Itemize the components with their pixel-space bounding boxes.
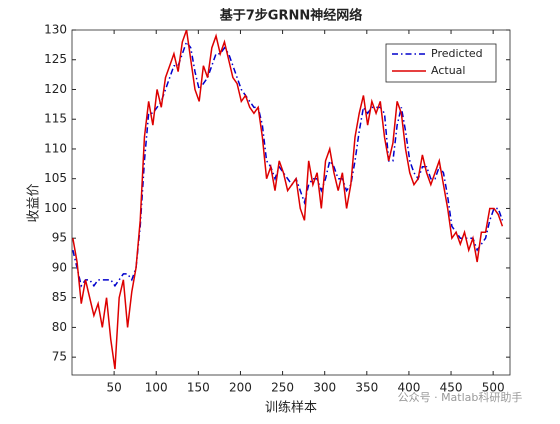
x-tick-label: 500 bbox=[482, 381, 505, 395]
x-tick-label: 100 bbox=[145, 381, 168, 395]
y-tick-label: 75 bbox=[52, 350, 67, 364]
x-tick-label: 150 bbox=[187, 381, 210, 395]
x-tick-label: 50 bbox=[106, 381, 121, 395]
legend-label: Predicted bbox=[431, 47, 483, 60]
y-tick-label: 120 bbox=[44, 82, 67, 96]
y-tick-label: 85 bbox=[52, 290, 67, 304]
y-tick-label: 80 bbox=[52, 320, 67, 334]
watermark: 公众号 · Matlab科研助手 bbox=[398, 390, 523, 404]
x-tick-label: 300 bbox=[313, 381, 336, 395]
chart-title: 基于7步GRNN神经网络 bbox=[219, 8, 363, 24]
plot-area bbox=[71, 29, 511, 376]
y-tick-label: 125 bbox=[44, 52, 67, 66]
y-tick-label: 115 bbox=[44, 112, 67, 126]
y-tick-label: 130 bbox=[44, 23, 67, 37]
y-tick-label: 90 bbox=[52, 260, 67, 274]
y-tick-label: 95 bbox=[52, 231, 67, 245]
x-tick-label: 250 bbox=[271, 381, 294, 395]
x-tick-label: 200 bbox=[229, 381, 252, 395]
y-tick-label: 100 bbox=[44, 201, 67, 215]
y-tick-label: 105 bbox=[44, 171, 67, 185]
series-line bbox=[72, 40, 504, 288]
legend-label: Actual bbox=[431, 64, 465, 77]
y-axis-label: 收益价 bbox=[27, 183, 42, 222]
x-axis-label: 训练样本 bbox=[265, 401, 317, 416]
legend-box bbox=[385, 43, 497, 83]
x-tick-label: 350 bbox=[355, 381, 378, 395]
y-tick-label: 110 bbox=[44, 141, 67, 155]
series-line bbox=[72, 30, 504, 370]
x-tick-label: 400 bbox=[397, 381, 420, 395]
x-tick-label: 450 bbox=[440, 381, 463, 395]
